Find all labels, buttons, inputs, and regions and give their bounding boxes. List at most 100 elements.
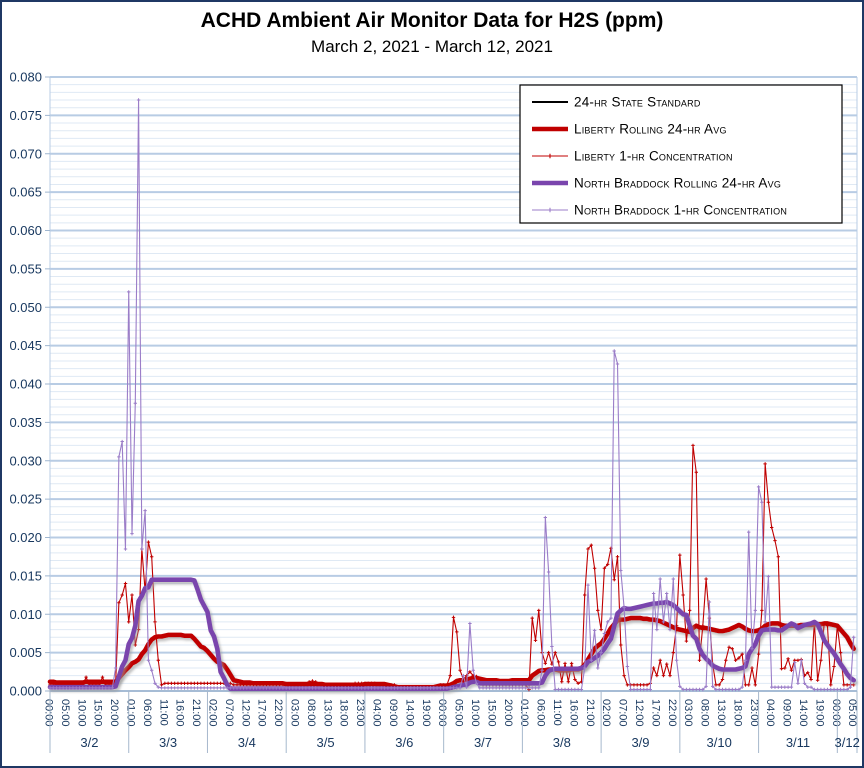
x-tick-label: 05:00 — [453, 699, 465, 727]
x-tick-label: 05:00 — [59, 699, 71, 727]
x-tick-label: 16:00 — [567, 699, 579, 727]
series-markers-north-braddock-1-hr-concentration — [48, 98, 856, 692]
y-tick-label: 0.000 — [9, 684, 42, 699]
x-tick-label: 18:00 — [338, 699, 350, 727]
x-tick-label: 09:00 — [387, 699, 399, 727]
x-tick-label: 06:00 — [141, 699, 153, 727]
x-tick-label: 01:00 — [518, 699, 530, 727]
x-tick-label: 15:00 — [485, 699, 497, 727]
day-label: 3/5 — [317, 735, 335, 750]
day-labels: 3/2 3/3 3/4 3/5 3/6 3/7 3/8 3/9 3/10 3/11 3/12 — [49, 691, 860, 753]
legend-item-north-braddock-1-hr-concentration: North Braddock 1-hr Concentration — [532, 203, 787, 218]
y-tick-label: 0.025 — [9, 492, 42, 507]
legend-label: North Braddock Rolling 24-hr Avg — [574, 176, 781, 191]
day-label: 3/4 — [238, 735, 256, 750]
day-label: 3/9 — [631, 735, 649, 750]
x-tick-label: 15:00 — [92, 699, 104, 727]
series-north-braddock-1-hr-concentration — [48, 98, 856, 692]
legend-item-north-braddock-rolling-24-hr-avg: North Braddock Rolling 24-hr Avg — [532, 176, 781, 191]
chart-subtitle: March 2, 2021 - March 12, 2021 — [311, 37, 553, 56]
x-tick-label: 18:00 — [731, 699, 743, 727]
x-tick-label: 10:00 — [75, 699, 87, 727]
x-tick-label: 17:00 — [256, 699, 268, 727]
x-tick-label: 07:00 — [223, 699, 235, 727]
x-tick-label: 10:00 — [469, 699, 481, 727]
h2s-line-chart: 0.000 0.005 0.010 0.015 0.020 0.025 0.030 0.035… — [2, 64, 862, 766]
y-tick-label: 0.035 — [9, 415, 42, 430]
x-tick-label: 04:00 — [371, 699, 383, 727]
x-tick-label: 08:00 — [699, 699, 711, 727]
chart-title: ACHD Ambient Air Monitor Data for H2S (p… — [200, 9, 664, 32]
day-label: 3/8 — [553, 735, 571, 750]
x-tick-label: 19:00 — [420, 699, 432, 727]
day-label: 3/7 — [474, 735, 492, 750]
legend-label: 24-hr State Standard — [574, 95, 701, 110]
x-tick-label: 02:00 — [600, 699, 612, 727]
x-tick-label: 06:00 — [535, 699, 547, 727]
x-tick-label: 13:00 — [715, 699, 727, 727]
legend-item-liberty-rolling-24-hr-avg: Liberty Rolling 24-hr Avg — [532, 122, 727, 137]
y-tick-label: 0.065 — [9, 185, 42, 200]
legend-label: North Braddock 1-hr Concentration — [574, 203, 787, 218]
x-tick-label: 22:00 — [272, 699, 284, 727]
y-tick-label: 0.015 — [9, 568, 42, 583]
x-tick-label: 21:00 — [190, 699, 202, 727]
x-tick-label: 21:00 — [584, 699, 596, 727]
x-tick-label: 13:00 — [321, 699, 333, 727]
y-tick-label: 0.010 — [9, 607, 42, 622]
legend-label: Liberty 1-hr Concentration — [574, 149, 733, 164]
x-tick-label: 03:00 — [289, 699, 301, 727]
x-tick-label: 23:00 — [748, 699, 760, 727]
legend: 24-hr State Standard Liberty Rolling 24-h… — [519, 84, 843, 224]
x-tick-label: 22:00 — [666, 699, 678, 727]
y-tick-label: 0.060 — [9, 223, 42, 238]
x-tick-label: 17:00 — [649, 699, 661, 727]
day-label: 3/11 — [786, 735, 810, 750]
legend-item-24-hr-state-standard: 24-hr State Standard — [532, 95, 701, 110]
y-tick-label: 0.070 — [9, 146, 42, 161]
legend-box — [519, 84, 843, 224]
y-tick-label: 0.075 — [9, 108, 42, 123]
gridlines — [49, 76, 858, 692]
x-tick-label: 03:00 — [682, 699, 694, 727]
plot-svg: 0.000 0.005 0.010 0.015 0.020 0.025 0.030 0.035… — [2, 64, 862, 766]
x-axis-labels: 00:00 05:00 10:00 15:00 20:00 01:00 06:00 11:00… — [43, 699, 859, 727]
day-label: 3/10 — [707, 735, 732, 750]
legend-item-liberty-1-hr-concentration: Liberty 1-hr Concentration — [532, 149, 733, 164]
x-tick-label: 07:00 — [617, 699, 629, 727]
x-tick-label: 00:00 — [43, 699, 55, 727]
x-tick-label: 01:00 — [125, 699, 137, 727]
y-tick-label: 0.080 — [9, 70, 42, 85]
x-tick-label: 12:00 — [633, 699, 645, 727]
y-tick-label: 0.055 — [9, 261, 42, 276]
x-tick-label: 02:00 — [207, 699, 219, 727]
x-tick-label: 14:00 — [403, 699, 415, 727]
day-label: 3/3 — [159, 735, 177, 750]
legend-label: Liberty Rolling 24-hr Avg — [574, 122, 727, 137]
x-tick-label: 09:00 — [781, 699, 793, 727]
x-tick-label: 11:00 — [157, 699, 169, 726]
x-tick-label: 05:00 — [846, 699, 858, 727]
x-tick-label: 00:00 — [830, 699, 842, 727]
day-label: 3/6 — [395, 735, 413, 750]
y-tick-label: 0.005 — [9, 645, 42, 660]
series-liberty-rolling-24-hr-avg — [47, 615, 857, 690]
x-tick-label: 08:00 — [305, 699, 317, 727]
y-tick-label: 0.040 — [9, 377, 42, 392]
x-tick-label: 19:00 — [813, 699, 825, 727]
x-tick-label: 12:00 — [239, 699, 251, 727]
x-tick-label: 16:00 — [174, 699, 186, 727]
x-tick-label: 00:00 — [436, 699, 448, 727]
y-tick-label: 0.045 — [9, 338, 42, 353]
day-label: 3/2 — [80, 735, 98, 750]
y-axis-labels: 0.000 0.005 0.010 0.015 0.020 0.025 0.030 0.035… — [9, 70, 50, 699]
y-tick-label: 0.050 — [9, 300, 42, 315]
x-tick-label: 20:00 — [108, 699, 120, 727]
x-tick-label: 20:00 — [502, 699, 514, 727]
x-tick-label: 23:00 — [354, 699, 366, 727]
y-tick-label: 0.030 — [9, 453, 42, 468]
x-tick-label: 04:00 — [764, 699, 776, 727]
x-tick-label: 11:00 — [551, 699, 563, 726]
y-tick-label: 0.020 — [9, 530, 42, 545]
